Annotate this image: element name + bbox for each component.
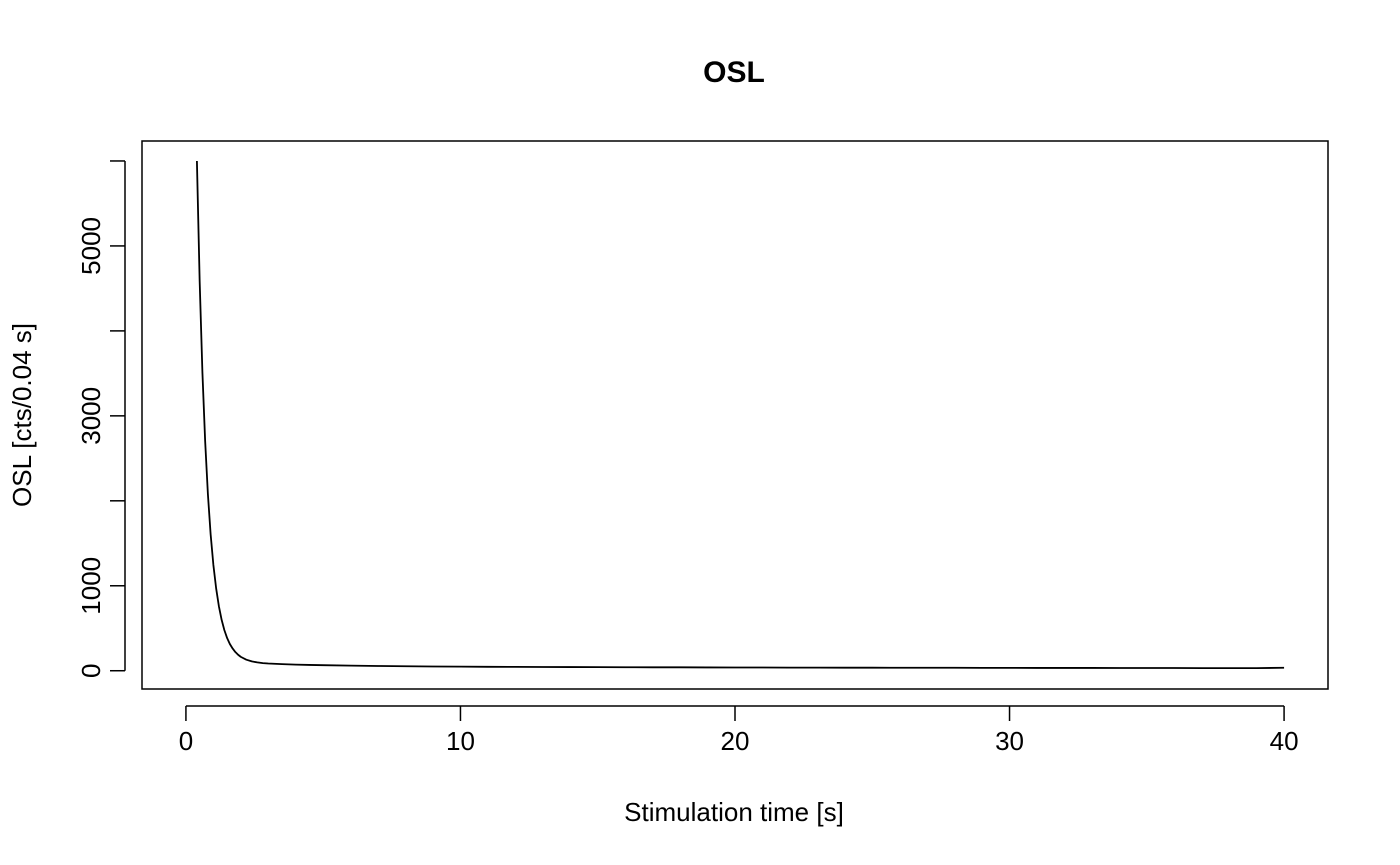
- series-layer: [196, 160, 1285, 669]
- y-tick-label: 3000: [76, 387, 106, 445]
- plot-frame: [141, 140, 1329, 690]
- y-axis: 0 1000 3000 5000: [76, 160, 126, 678]
- x-tick-label: 30: [995, 726, 1024, 756]
- x-tick-label: 0: [179, 726, 193, 756]
- chart-title: OSL: [703, 56, 765, 89]
- y-axis-label: OSL [cts/0.04 s]: [7, 323, 37, 507]
- osl-decay-curve: [196, 160, 1285, 669]
- x-axis: 0 10 20 30 40: [179, 705, 1299, 756]
- y-tick-label: 5000: [76, 217, 106, 275]
- x-tick-label: 40: [1270, 726, 1299, 756]
- x-tick-label: 20: [721, 726, 750, 756]
- y-tick-label: 1000: [76, 557, 106, 615]
- y-tick-label: 0: [76, 663, 106, 677]
- x-axis-label: Stimulation time [s]: [624, 797, 844, 827]
- x-tick-label: 10: [446, 726, 475, 756]
